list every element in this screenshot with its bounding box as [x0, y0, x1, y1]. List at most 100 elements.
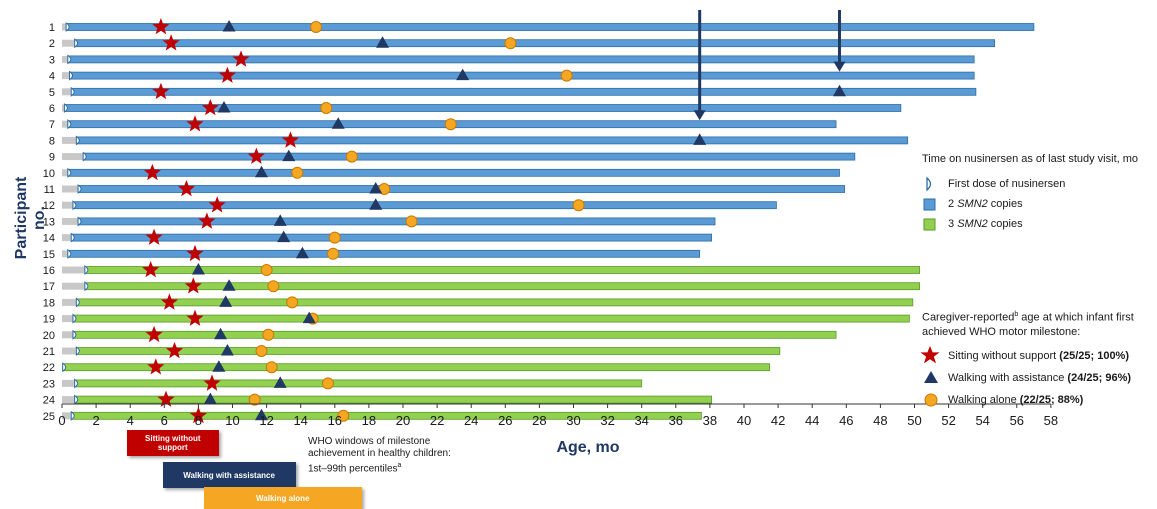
who-window-walk-alone: Walking alone	[203, 487, 363, 509]
walking-assist-marker	[220, 344, 234, 356]
x-tick-label: 46	[839, 413, 853, 428]
participant-label: 2	[49, 38, 55, 50]
x-tick-label: 16	[328, 413, 342, 428]
first-dose-marker	[67, 119, 72, 130]
treatment-bar	[75, 379, 643, 388]
treatment-bar	[76, 298, 914, 307]
walking-alone-marker	[327, 247, 340, 260]
sitting-marker	[177, 180, 195, 197]
walking-alone-marker	[337, 409, 350, 422]
participant-label: 1	[49, 22, 55, 34]
pre-dose-segment	[62, 201, 74, 209]
walking-alone-marker	[310, 21, 323, 33]
participant-label: 19	[43, 314, 55, 326]
walking-assist-marker	[254, 408, 268, 421]
walking-assist-marker	[832, 84, 846, 97]
walking-alone-marker	[248, 393, 261, 406]
pre-dose-segment	[62, 72, 71, 80]
sitting-marker	[147, 358, 165, 375]
y-axis-title: Participant no.	[13, 176, 48, 260]
first-dose-marker	[75, 346, 80, 356]
walking-alone-marker	[444, 118, 457, 131]
pre-dose-segment	[62, 39, 76, 47]
first-dose-marker	[67, 167, 72, 178]
who-note-line2: achievement in healthy children:	[308, 448, 451, 459]
pre-dose-segment	[62, 136, 78, 144]
walking-assist-marker	[302, 311, 316, 324]
who-windows-note: WHO windows of milestone achievement in …	[308, 436, 451, 475]
walking-alone-marker	[286, 296, 299, 309]
sitting-marker	[189, 406, 207, 424]
x-tick-label: 28	[532, 413, 546, 428]
x-tick-label: 30	[566, 413, 580, 428]
arrow-head	[693, 110, 706, 121]
first-dose-marker	[77, 216, 82, 227]
walking-assist-marker	[191, 263, 205, 275]
who-window-walk-alone-label: Walking alone	[256, 493, 310, 503]
sitting-marker	[166, 342, 184, 359]
treatment-bar	[76, 136, 909, 145]
x-tick-label: 36	[669, 413, 683, 428]
treatment-bar	[71, 233, 713, 242]
first-dose-marker	[62, 362, 67, 373]
pre-dose-segment	[62, 266, 86, 274]
participant-label: 3	[49, 54, 55, 66]
participant-label: 24	[43, 395, 55, 407]
sitting-marker	[218, 66, 236, 83]
walking-assist-marker	[217, 101, 231, 113]
triangle-icon	[924, 370, 938, 383]
caregiver-heading-part1: Caregiver-reported	[922, 311, 1015, 324]
pre-dose-segment	[62, 234, 73, 242]
pre-dose-segment	[62, 379, 76, 387]
x-tick-label: 4	[127, 413, 134, 428]
x-tick-label: 18	[362, 413, 376, 428]
sitting-marker	[186, 244, 204, 262]
legend-two-copies-pre: 2	[948, 198, 958, 210]
sitting-marker	[152, 18, 170, 35]
sitting-marker	[142, 261, 160, 278]
participant-label: 20	[43, 330, 55, 342]
pre-dose-segment	[62, 412, 73, 420]
legend-first-dose-label: First dose of nusinersen	[948, 178, 1066, 190]
walking-alone-marker	[504, 37, 517, 50]
participant-label: 14	[43, 233, 55, 245]
sitting-marker	[143, 163, 161, 181]
pre-dose-segment	[62, 88, 73, 96]
treatment-bar	[85, 282, 921, 291]
participant-label: 18	[43, 297, 55, 309]
treatment-bar	[68, 249, 701, 258]
walking-alone-marker	[260, 264, 273, 276]
walking-assist-marker	[693, 133, 707, 145]
walking-alone-marker	[328, 231, 341, 244]
pre-dose-segment	[62, 104, 66, 112]
walking-assist-marker	[273, 214, 287, 226]
who-note-sup: a	[397, 462, 402, 469]
x-axis-title: Age, mo	[556, 439, 619, 456]
pre-dose-segment	[62, 120, 69, 128]
pre-dose-segment	[62, 347, 78, 355]
pre-dose-segment	[62, 282, 86, 290]
first-dose-marker	[74, 38, 79, 49]
legend-sitting: Sitting without support (25/25; 100%)	[920, 345, 1134, 367]
participant-label: 11	[44, 184, 55, 196]
walking-alone-marker	[255, 345, 268, 357]
sitting-marker	[152, 82, 170, 100]
participant-label: 6	[49, 103, 55, 115]
arrows-layer	[693, 10, 846, 121]
walking-assist-marker	[214, 327, 228, 340]
green-square-icon	[923, 218, 936, 231]
sitting-marker	[162, 34, 180, 51]
walking-alone-marker	[320, 102, 333, 114]
star-icon	[920, 345, 940, 364]
sitting-marker	[281, 131, 299, 148]
walking-assist-marker	[369, 182, 383, 194]
first-dose-marker	[65, 22, 70, 32]
first-dose-marker	[75, 297, 80, 308]
legend-two-copies: 2 SMN2 copies	[922, 194, 1138, 214]
walking-alone-marker	[262, 328, 275, 341]
first-dose-marker	[82, 151, 87, 162]
walking-assist-marker	[456, 68, 470, 81]
x-tick-label: 20	[396, 413, 410, 428]
walking-assist-marker	[295, 246, 309, 259]
